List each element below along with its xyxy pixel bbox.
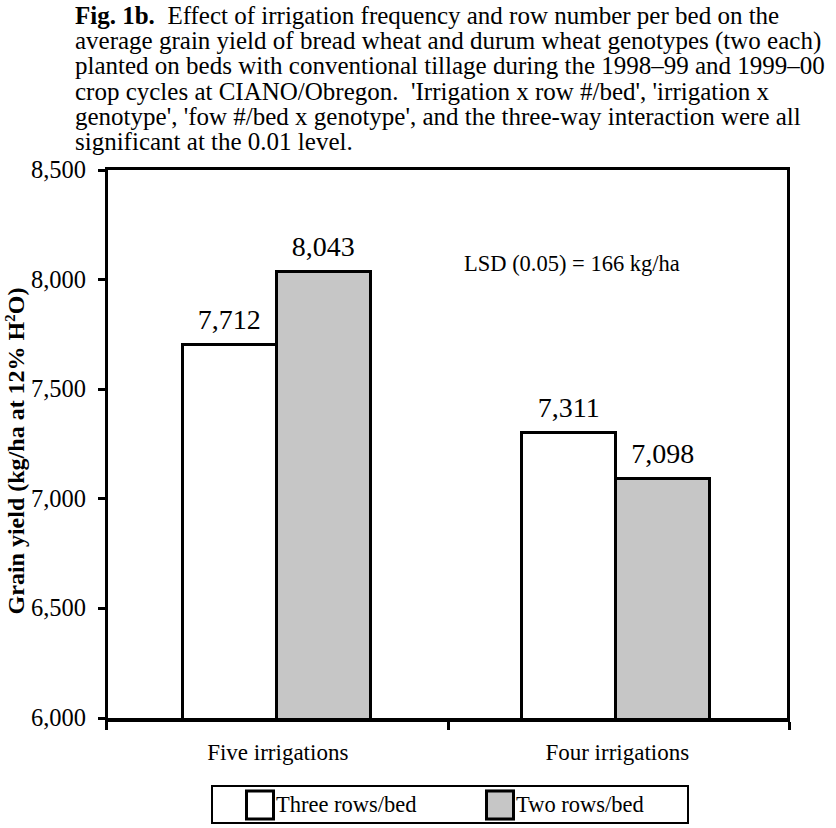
legend-swatch-two-rows — [485, 789, 515, 820]
legend: Three rows/bed Two rows/bed — [211, 785, 689, 824]
caption-line: significant at the 0.01 level. — [75, 129, 836, 154]
legend-label-three-rows: Three rows/bed — [276, 792, 417, 818]
legend-item-three-rows: Three rows/bed — [245, 789, 417, 820]
y-axis-title-sup: 2 — [2, 314, 18, 321]
caption-figure-label: Fig. 1b. — [75, 2, 155, 29]
bar-five-irrigations-two-rows-bed — [275, 270, 372, 718]
y-tick-mark — [98, 497, 106, 500]
y-tick-label: 7,000 — [0, 487, 86, 511]
legend-item-two-rows: Two rows/bed — [485, 789, 644, 820]
y-axis-title-suffix: O) — [3, 288, 29, 315]
plot-area: LSD (0.05) = 166 kg/ha 7,712 8,043 7,311 7,… — [105, 167, 790, 722]
lsd-annotation: LSD (0.05) = 166 kg/ha — [464, 251, 680, 277]
y-tick-label: 8,000 — [0, 268, 86, 292]
y-tick-mark — [98, 607, 106, 610]
y-axis-title-prefix: Grain yield (kg/ha at 12% H — [3, 322, 29, 615]
bar-value-label: 7,311 — [538, 392, 600, 424]
caption-line: Fig. 1b. Effect of irrigation frequency … — [75, 3, 836, 28]
y-tick-mark — [98, 278, 106, 281]
bar-five-irrigations-three-rows-bed — [181, 343, 278, 718]
bar-four-irrigations-two-rows-bed — [614, 477, 711, 718]
bar-value-label: 7,098 — [631, 438, 694, 470]
y-tick-label: 8,500 — [0, 158, 86, 182]
y-tick-mark — [98, 388, 106, 391]
y-tick-mark — [98, 169, 106, 172]
bar-value-label: 8,043 — [292, 231, 355, 263]
y-tick-mark — [98, 717, 106, 720]
bar-value-label: 7,712 — [198, 304, 261, 336]
bar-four-irrigations-three-rows-bed — [520, 431, 617, 718]
caption-line: average grain yield of bread wheat and d… — [75, 28, 836, 53]
x-tick-mark — [788, 722, 791, 730]
y-tick-label: 6,500 — [0, 596, 86, 620]
x-tick-mark — [447, 722, 450, 730]
figure-caption: Fig. 1b. Effect of irrigation frequency … — [75, 3, 836, 154]
figure: Fig. 1b. Effect of irrigation frequency … — [0, 0, 836, 828]
caption-line: planted on beds with conventional tillag… — [75, 53, 836, 78]
y-tick-label: 6,000 — [0, 706, 86, 730]
y-axis-title: Grain yield (kg/ha at 12% H2O) — [2, 288, 30, 615]
caption-line: genotype', 'fow #/bed x genotype', and t… — [75, 104, 836, 129]
x-tick-mark — [105, 722, 108, 730]
legend-label-two-rows: Two rows/bed — [516, 792, 644, 818]
x-category-label: Four irrigations — [545, 740, 689, 766]
legend-swatch-three-rows — [245, 789, 275, 820]
x-category-label: Five irrigations — [207, 740, 348, 766]
y-tick-label: 7,500 — [0, 377, 86, 401]
caption-line: crop cycles at CIANO/Obregon. 'Irrigatio… — [75, 79, 836, 104]
